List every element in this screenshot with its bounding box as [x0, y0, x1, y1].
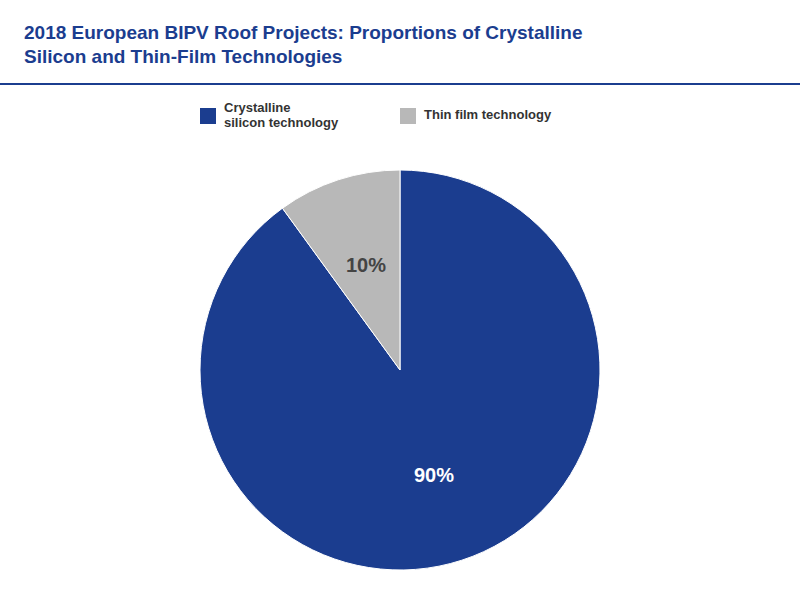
legend-label: Crystallinesilicon technology [224, 100, 339, 130]
pie [200, 170, 600, 570]
data-label: 10% [346, 254, 386, 276]
pie-slice [282, 170, 400, 370]
chart-container: 2018 European BIPV Roof Projects: Propor… [0, 0, 800, 600]
legend: Crystallinesilicon technology Thin film t… [200, 100, 552, 130]
chart-svg: 2018 European BIPV Roof Projects: Propor… [0, 0, 800, 600]
legend-label: Thin film technology [424, 107, 552, 122]
chart-title: 2018 European BIPV Roof Projects: Propor… [24, 22, 583, 67]
header-rule [0, 83, 800, 85]
data-label: 90% [414, 464, 454, 486]
pie-slice [200, 170, 600, 570]
data-labels: 90% 10% [346, 254, 454, 485]
legend-swatch [400, 108, 416, 124]
legend-swatch [200, 108, 216, 124]
